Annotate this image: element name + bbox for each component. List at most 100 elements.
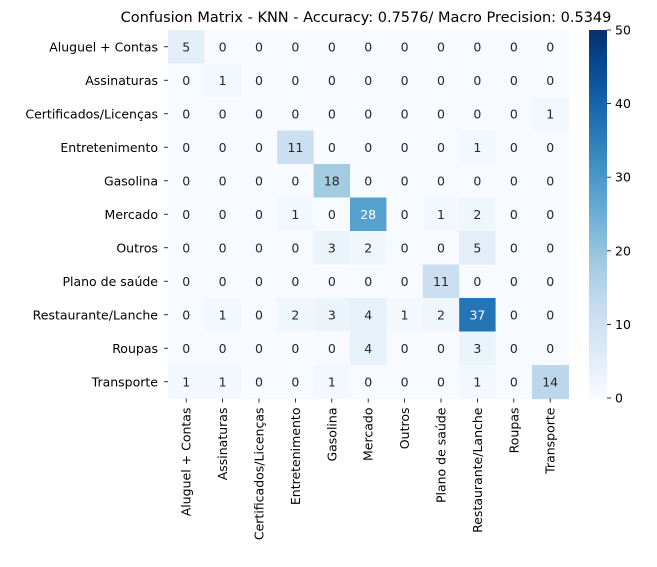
cell-value-label: 0: [219, 173, 227, 188]
cell-value-label: 0: [401, 374, 409, 389]
cell-value-label: 0: [328, 341, 336, 356]
heatmap-cell: [277, 164, 315, 199]
heatmap-cell: [495, 130, 533, 165]
heatmap-cell: [313, 365, 351, 400]
cell-value-label: 1: [219, 307, 227, 322]
cell-value-label: 0: [364, 39, 372, 54]
y-tick-label: Certificados/Licenças: [25, 106, 158, 121]
heatmap-cell: [204, 164, 242, 199]
heatmap-cell: [459, 331, 497, 366]
heatmap-cell: [313, 231, 351, 266]
heatmap-cell: [532, 97, 569, 132]
cell-value-label: 0: [510, 173, 518, 188]
cell-value-label: 0: [182, 73, 190, 88]
cell-value-label: 0: [510, 374, 518, 389]
cell-value-label: 0: [182, 140, 190, 155]
heatmap-cell: [168, 331, 205, 366]
heatmap-cell: [386, 30, 424, 65]
cell-value-label: 0: [291, 173, 299, 188]
heatmap-cell: [277, 130, 315, 165]
cell-value-label: 0: [437, 39, 445, 54]
cell-value-label: 0: [182, 106, 190, 121]
heatmap-cell: [277, 197, 315, 232]
cell-value-label: 1: [219, 374, 227, 389]
cell-value-label: 0: [401, 106, 409, 121]
heatmap-cell: [459, 197, 497, 232]
cell-value-label: 11: [433, 274, 449, 289]
cell-value-label: 2: [437, 307, 445, 322]
y-tick-label: Restaurante/Lanche: [33, 307, 159, 322]
heatmap-cell: [459, 231, 497, 266]
cell-value-label: 4: [364, 307, 372, 322]
heatmap-cell: [459, 97, 497, 132]
heatmap-cell: [459, 365, 497, 400]
heatmap-cell: [313, 130, 351, 165]
cell-value-label: 4: [364, 341, 372, 356]
cell-value-label: 1: [437, 207, 445, 222]
heatmap-cells: [168, 30, 569, 400]
heatmap-cell: [532, 30, 569, 65]
heatmap-cell: [422, 231, 460, 266]
heatmap-cell: [350, 130, 387, 165]
heatmap-cell: [168, 30, 205, 65]
y-tick-label: Roupas: [112, 341, 158, 356]
heatmap-cell: [495, 63, 533, 98]
y-tick-label: Mercado: [105, 207, 158, 222]
y-axis-ticks: Aluguel + Contas Assinaturas Certificados/…: [25, 39, 168, 389]
heatmap-cell: [459, 164, 497, 199]
cell-value-label: 0: [328, 106, 336, 121]
heatmap-cell: [277, 97, 315, 132]
heatmap-cell: [240, 97, 278, 132]
x-tick-label: Assinaturas: [215, 408, 230, 481]
heatmap-cell: [459, 63, 497, 98]
cell-value-label: 0: [255, 274, 263, 289]
x-axis-ticks: Aluguel + Contas Assinaturas Certificados/…: [179, 398, 558, 540]
heatmap-cell: [532, 63, 569, 98]
heatmap-cell: [532, 197, 569, 232]
cell-value-label: 0: [437, 341, 445, 356]
heatmap-cell: [532, 264, 569, 299]
y-tick-label: Outros: [116, 240, 158, 255]
cell-value-label: 0: [546, 207, 554, 222]
y-tick-label: Aluguel + Contas: [49, 39, 158, 54]
heatmap-cell: [532, 130, 569, 165]
heatmap-cell: [168, 197, 205, 232]
cell-value-label: 0: [291, 374, 299, 389]
cell-value-label: 2: [291, 307, 299, 322]
colorbar-tick-label: 0: [615, 391, 623, 406]
heatmap-cell: [350, 30, 387, 65]
cell-value-label: 2: [473, 207, 481, 222]
heatmap-cell: [386, 264, 424, 299]
cell-value-label: 0: [437, 140, 445, 155]
heatmap-cell: [313, 63, 351, 98]
cell-value-label: 28: [360, 207, 376, 222]
heatmap-cell: [240, 331, 278, 366]
heatmap-cell: [240, 63, 278, 98]
cell-value-label: 0: [364, 374, 372, 389]
heatmap-cell: [277, 331, 315, 366]
cell-value-label: 11: [287, 140, 303, 155]
cell-value-label: 0: [182, 173, 190, 188]
x-tick-label: Gasolina: [324, 408, 339, 462]
heatmap-cell: [422, 164, 460, 199]
heatmap-cell: [277, 63, 315, 98]
cell-value-label: 14: [542, 374, 558, 389]
cell-value-label: 0: [255, 307, 263, 322]
heatmap-cell: [168, 130, 205, 165]
heatmap-cell: [168, 231, 205, 266]
heatmap-cell: [350, 97, 387, 132]
heatmap-cell: [422, 30, 460, 65]
heatmap-cell: [240, 264, 278, 299]
cell-value-label: 0: [219, 341, 227, 356]
cell-value-label: 0: [546, 341, 554, 356]
heatmap-cell: [204, 63, 242, 98]
x-tick-label: Roupas: [506, 408, 521, 454]
cell-value-label: 0: [291, 240, 299, 255]
heatmap-cell: [204, 264, 242, 299]
cell-value-label: 0: [291, 39, 299, 54]
cell-value-label: 0: [364, 173, 372, 188]
cell-value-label: 0: [401, 341, 409, 356]
heatmap-cell: [168, 298, 205, 333]
cell-value-label: 0: [255, 341, 263, 356]
heatmap-cell: [313, 97, 351, 132]
